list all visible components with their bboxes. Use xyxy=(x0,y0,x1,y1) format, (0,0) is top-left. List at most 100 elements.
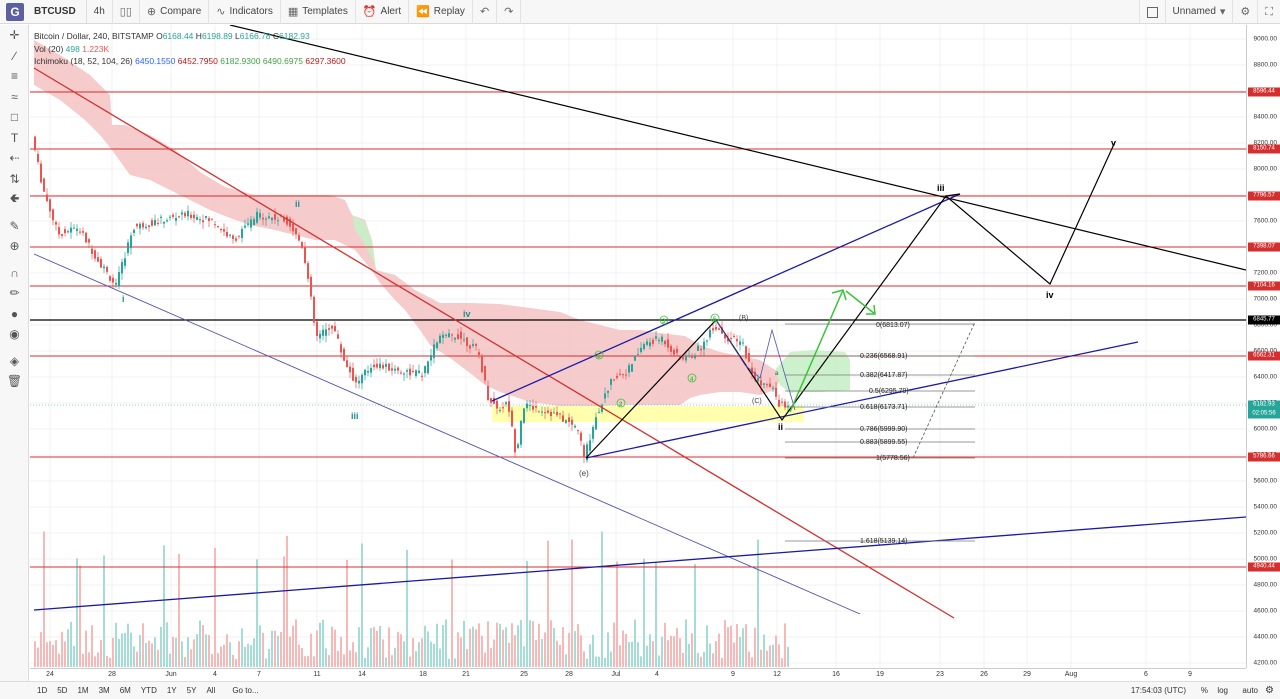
candle-body xyxy=(556,411,558,416)
volume-bar xyxy=(124,632,126,667)
legend-row-price[interactable]: Bitcoin / Dollar, 240, BITSTAMP O6168.44… xyxy=(34,30,346,43)
candle-body xyxy=(475,343,477,346)
volume-bar xyxy=(526,560,528,667)
log-toggle[interactable]: log xyxy=(1217,686,1228,695)
layout-button[interactable] xyxy=(1138,0,1165,24)
alert-button[interactable]: ⏰ Alert xyxy=(356,0,410,24)
percent-toggle[interactable]: % xyxy=(1200,686,1208,695)
time-axis[interactable]: 24 28 Jun 4 7 11 14 18 21 25 28 Jul 4 9 12 16 19 23 26 29 Au… xyxy=(30,668,1246,681)
volume-bar xyxy=(541,639,543,667)
utc-clock[interactable]: 17:54:03 (UTC) xyxy=(1130,686,1186,695)
layers-icon: ◈ xyxy=(9,353,20,368)
redo-button[interactable]: ↷ xyxy=(497,0,522,24)
chart-type-button[interactable]: ▯▯ xyxy=(113,0,140,24)
price-tag: 4940.44 xyxy=(1248,562,1280,572)
range-1m[interactable]: 1M xyxy=(77,686,89,695)
volume-bar xyxy=(370,628,372,667)
indicators-label: Indicators xyxy=(229,5,273,17)
range-5y[interactable]: 5Y xyxy=(186,686,197,695)
gear-icon[interactable]: ⚙ xyxy=(1265,685,1274,696)
volume-bar xyxy=(730,625,732,667)
range-all[interactable]: All xyxy=(206,686,216,695)
path-tool[interactable]: ⇠ xyxy=(0,148,29,169)
volume-bars xyxy=(34,531,789,667)
text-tool[interactable]: T xyxy=(0,128,29,149)
volume-bar xyxy=(34,641,36,667)
range-6m[interactable]: 6M xyxy=(119,686,131,695)
price-tick: 6800.00 xyxy=(1253,321,1278,329)
volume-bar xyxy=(691,633,693,667)
chart-canvas[interactable]: 0(6813.07) 0.236(6568.91) 0.382(6417.87)… xyxy=(30,25,1246,668)
candle-body xyxy=(208,218,210,221)
back-tool[interactable]: 🢀 xyxy=(0,189,29,210)
price-tick: 9000.00 xyxy=(1253,35,1278,43)
prediction-tool[interactable]: ⇅ xyxy=(0,169,29,190)
time-tick: 28 xyxy=(108,671,116,678)
candle-body xyxy=(112,277,114,283)
remove-tool[interactable]: 🗑 xyxy=(0,371,29,392)
volume-bar xyxy=(103,555,105,667)
replay-button[interactable]: ⏪ Replay xyxy=(409,0,473,24)
volume-bar xyxy=(544,632,546,667)
range-1d[interactable]: 1D xyxy=(37,686,48,695)
auto-toggle[interactable]: auto xyxy=(1242,686,1258,695)
compare-button[interactable]: ⊕ Compare xyxy=(140,0,210,24)
candle-body xyxy=(385,363,387,367)
volume-bar xyxy=(676,628,678,667)
crosshair-tool[interactable]: ✛ xyxy=(0,25,29,46)
candle-body xyxy=(637,354,639,356)
fullscreen-button[interactable]: ⛶ xyxy=(1257,0,1280,24)
lock-tool[interactable]: ● xyxy=(0,304,29,325)
fib-0883: 0.883(5899.55) xyxy=(860,439,907,446)
layout-name-button[interactable]: Unnamed ▾ xyxy=(1164,0,1233,24)
range-ytd[interactable]: YTD xyxy=(140,686,157,695)
legend-open: 6168.44 xyxy=(162,31,194,41)
watchlist-tool[interactable]: ◈ xyxy=(0,351,29,372)
indicators-button[interactable]: ∿ Indicators xyxy=(209,0,281,24)
volume-bar xyxy=(313,656,315,667)
candle-body xyxy=(202,220,204,223)
volume-bar xyxy=(631,641,633,667)
goto-button[interactable]: Go to... xyxy=(232,686,259,695)
candle-body xyxy=(322,329,324,336)
range-3m[interactable]: 3M xyxy=(98,686,110,695)
red-downtrend-line xyxy=(33,67,955,619)
candle-body xyxy=(160,216,162,218)
trendline-tool[interactable]: ∕ xyxy=(0,46,29,67)
interval-button[interactable]: 4h xyxy=(87,0,113,24)
candle-body xyxy=(106,266,108,272)
green-arrowhead-up xyxy=(831,289,847,301)
legend-high: 6198.89 xyxy=(201,31,233,41)
pattern-tool[interactable]: ≈ xyxy=(0,87,29,108)
candle-body xyxy=(487,385,489,400)
magnet-tool[interactable]: ∩ xyxy=(0,263,29,284)
range-5d[interactable]: 5D xyxy=(57,686,68,695)
zoom-tool[interactable]: ⊕ xyxy=(0,236,29,257)
wave-label-ii-now: ii xyxy=(778,422,783,432)
settings-button[interactable]: ⚙ xyxy=(1232,0,1257,24)
legend-row-ichimoku[interactable]: Ichimoku (18, 52, 104, 26) 6450.1550 645… xyxy=(34,55,346,68)
candle-body xyxy=(511,410,513,427)
candle-body xyxy=(643,344,645,349)
volume-bar xyxy=(346,559,348,667)
app-logo[interactable]: G xyxy=(6,2,24,21)
candle-body xyxy=(409,368,411,376)
range-1y[interactable]: 1Y xyxy=(166,686,177,695)
volume-bar xyxy=(610,651,612,667)
undo-button[interactable]: ↶ xyxy=(473,0,498,24)
ruler-tool[interactable]: ✎ xyxy=(0,216,29,237)
visibility-tool[interactable]: ◉ xyxy=(0,324,29,345)
volume-bar xyxy=(112,637,114,667)
candle-body xyxy=(652,339,654,344)
fib-tool[interactable]: ≡ xyxy=(0,66,29,87)
symbol-search[interactable]: BTCUSD xyxy=(30,0,87,24)
templates-button[interactable]: ▦ Templates xyxy=(281,0,356,24)
volume-bar xyxy=(724,620,726,667)
shapes-tool[interactable]: □ xyxy=(0,107,29,128)
stay-drawing-tool[interactable]: ✏ xyxy=(0,283,29,304)
price-axis[interactable]: 9000.008800.008600.008400.008200.008000.… xyxy=(1246,25,1280,668)
volume-bar xyxy=(646,645,648,667)
legend-row-volume[interactable]: Vol (20) 498 1.223K xyxy=(34,43,346,56)
candle-body xyxy=(529,404,531,406)
candle-body xyxy=(172,214,174,217)
